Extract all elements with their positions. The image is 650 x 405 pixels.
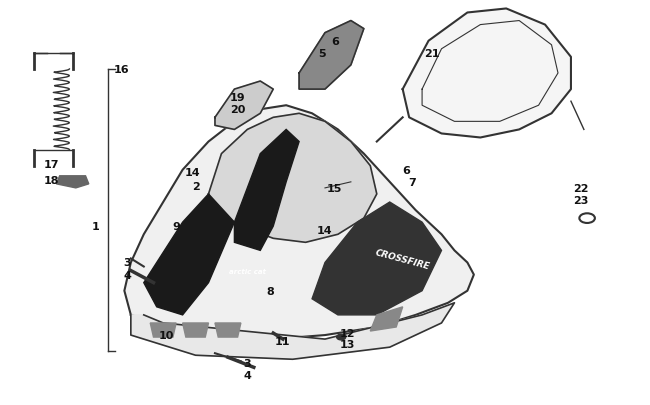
Text: 20: 20 <box>230 105 245 115</box>
Text: 11: 11 <box>275 336 291 346</box>
Polygon shape <box>183 323 209 337</box>
Polygon shape <box>370 307 402 331</box>
Text: 12: 12 <box>340 328 356 338</box>
Text: 14: 14 <box>317 226 333 236</box>
Text: 3: 3 <box>244 358 251 369</box>
Text: 2: 2 <box>192 181 200 192</box>
Polygon shape <box>312 202 441 315</box>
Polygon shape <box>235 130 299 251</box>
Text: 19: 19 <box>230 93 246 103</box>
Text: 5: 5 <box>318 49 326 59</box>
Polygon shape <box>209 114 377 243</box>
Polygon shape <box>299 21 364 90</box>
Text: 7: 7 <box>408 177 416 188</box>
Polygon shape <box>402 9 571 138</box>
Text: 21: 21 <box>424 49 439 59</box>
Polygon shape <box>215 82 273 130</box>
Text: 15: 15 <box>327 183 343 194</box>
Text: 14: 14 <box>185 167 200 177</box>
Text: 1: 1 <box>92 222 99 232</box>
Circle shape <box>337 335 346 340</box>
Text: 16: 16 <box>113 65 129 75</box>
Text: 17: 17 <box>44 159 60 169</box>
Text: 18: 18 <box>44 175 60 185</box>
Polygon shape <box>150 323 176 337</box>
Text: 13: 13 <box>340 339 356 349</box>
Text: 3: 3 <box>124 258 131 268</box>
Text: 9: 9 <box>172 222 180 232</box>
Text: 6: 6 <box>331 36 339 47</box>
Polygon shape <box>215 323 241 337</box>
Text: 4: 4 <box>124 270 131 280</box>
Text: arctic cat: arctic cat <box>229 268 266 274</box>
Text: CROSSFIRE: CROSSFIRE <box>374 247 431 271</box>
Text: 22: 22 <box>573 183 588 194</box>
Text: 4: 4 <box>243 371 252 380</box>
Text: 10: 10 <box>159 330 174 340</box>
Text: 8: 8 <box>266 286 274 296</box>
Text: 23: 23 <box>573 196 588 205</box>
Text: 6: 6 <box>402 165 410 175</box>
Polygon shape <box>124 106 474 339</box>
Polygon shape <box>131 303 454 359</box>
Polygon shape <box>57 176 89 188</box>
Polygon shape <box>144 194 235 315</box>
